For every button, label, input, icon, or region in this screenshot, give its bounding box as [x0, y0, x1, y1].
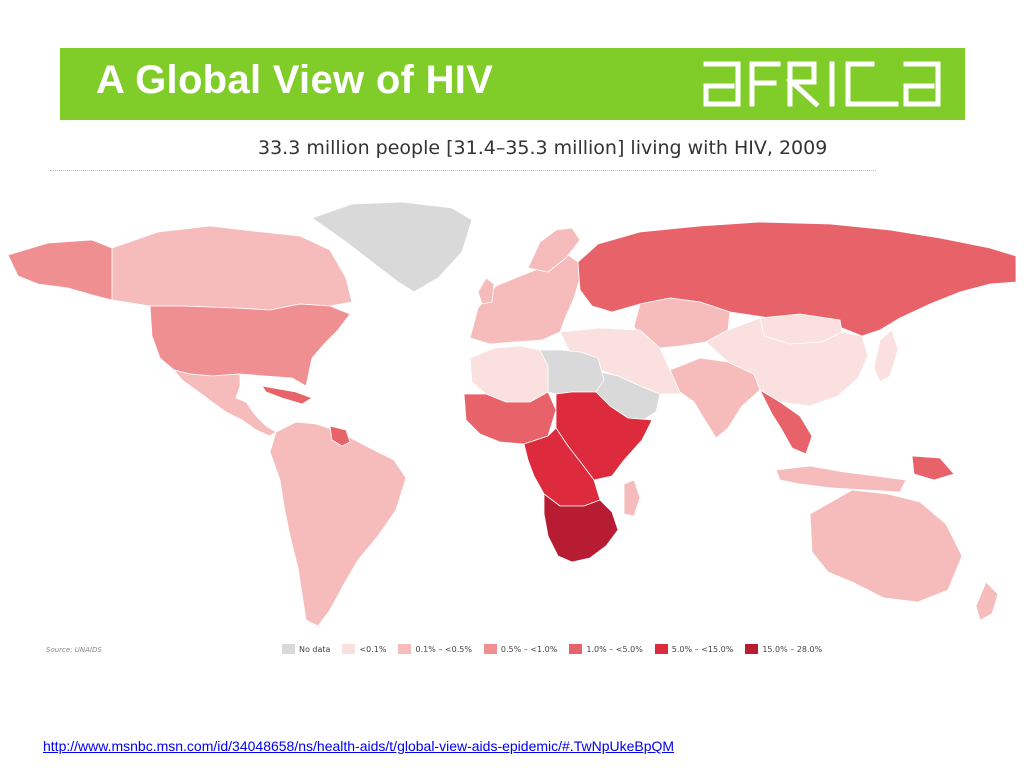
legend-label: <0.1% — [359, 644, 387, 654]
region-scandinavia — [527, 227, 581, 273]
region-southern-africa — [543, 493, 619, 563]
legend-label: No data — [299, 644, 331, 654]
region-mexico-central-america — [173, 369, 277, 437]
region-guyana — [329, 425, 351, 447]
legend-item: No data — [282, 644, 330, 654]
legend-label: 1.0% – <5.0% — [586, 644, 643, 654]
region-west-africa — [463, 391, 557, 445]
region-madagascar — [623, 479, 641, 517]
source-note: Source: UNAIDS — [46, 646, 102, 654]
legend-item: <0.1% — [342, 644, 386, 654]
legend-item: 5.0% – <15.0% — [654, 644, 734, 654]
legend-label: 0.1% – <0.5% — [415, 644, 472, 654]
region-uk — [477, 277, 495, 305]
region-southeast-asia — [759, 389, 813, 455]
legend-label: 15.0% – 28.0% — [762, 644, 823, 654]
title-bar: A Global View of HIV — [60, 48, 965, 120]
region-papua-new-guinea — [911, 455, 955, 481]
region-indonesia — [775, 465, 907, 493]
legend-swatch — [282, 644, 295, 654]
region-south-america — [269, 421, 407, 627]
region-japan — [873, 329, 899, 383]
legend-label: 5.0% – <15.0% — [671, 644, 734, 654]
legend-item: 0.5% – <1.0% — [483, 644, 558, 654]
title-divider — [50, 170, 876, 171]
region-canada — [111, 225, 353, 311]
legend-item: 0.1% – <0.5% — [398, 644, 472, 654]
legend-swatch — [654, 644, 668, 654]
region-china — [705, 317, 869, 407]
region-greenland — [311, 201, 473, 293]
map-title: 33.3 million people [31.4–35.3 million] … — [258, 137, 828, 159]
region-alaska — [7, 239, 113, 301]
region-caribbean — [261, 385, 313, 405]
region-india — [669, 357, 761, 439]
legend-swatch — [745, 644, 759, 654]
region-new-zealand — [975, 581, 999, 621]
legend-swatch — [342, 644, 356, 654]
legend-item: 1.0% – <5.0% — [569, 644, 643, 654]
region-australia — [809, 489, 963, 603]
legend-swatch — [569, 644, 583, 654]
map-legend: No data <0.1% 0.1% – <0.5% 0.5% – <1.0% … — [282, 641, 834, 657]
slide-title: A Global View of HIV — [96, 58, 494, 102]
legend-item: 15.0% – 28.0% — [745, 644, 822, 654]
region-libya-egypt — [539, 349, 605, 395]
legend-swatch — [398, 644, 412, 654]
world-map — [7, 201, 1017, 627]
africa-logo — [703, 61, 941, 108]
source-link[interactable]: http://www.msnbc.msn.com/id/34048658/ns/… — [43, 738, 675, 754]
legend-swatch — [483, 644, 497, 654]
legend-label: 0.5% – <1.0% — [500, 644, 558, 654]
